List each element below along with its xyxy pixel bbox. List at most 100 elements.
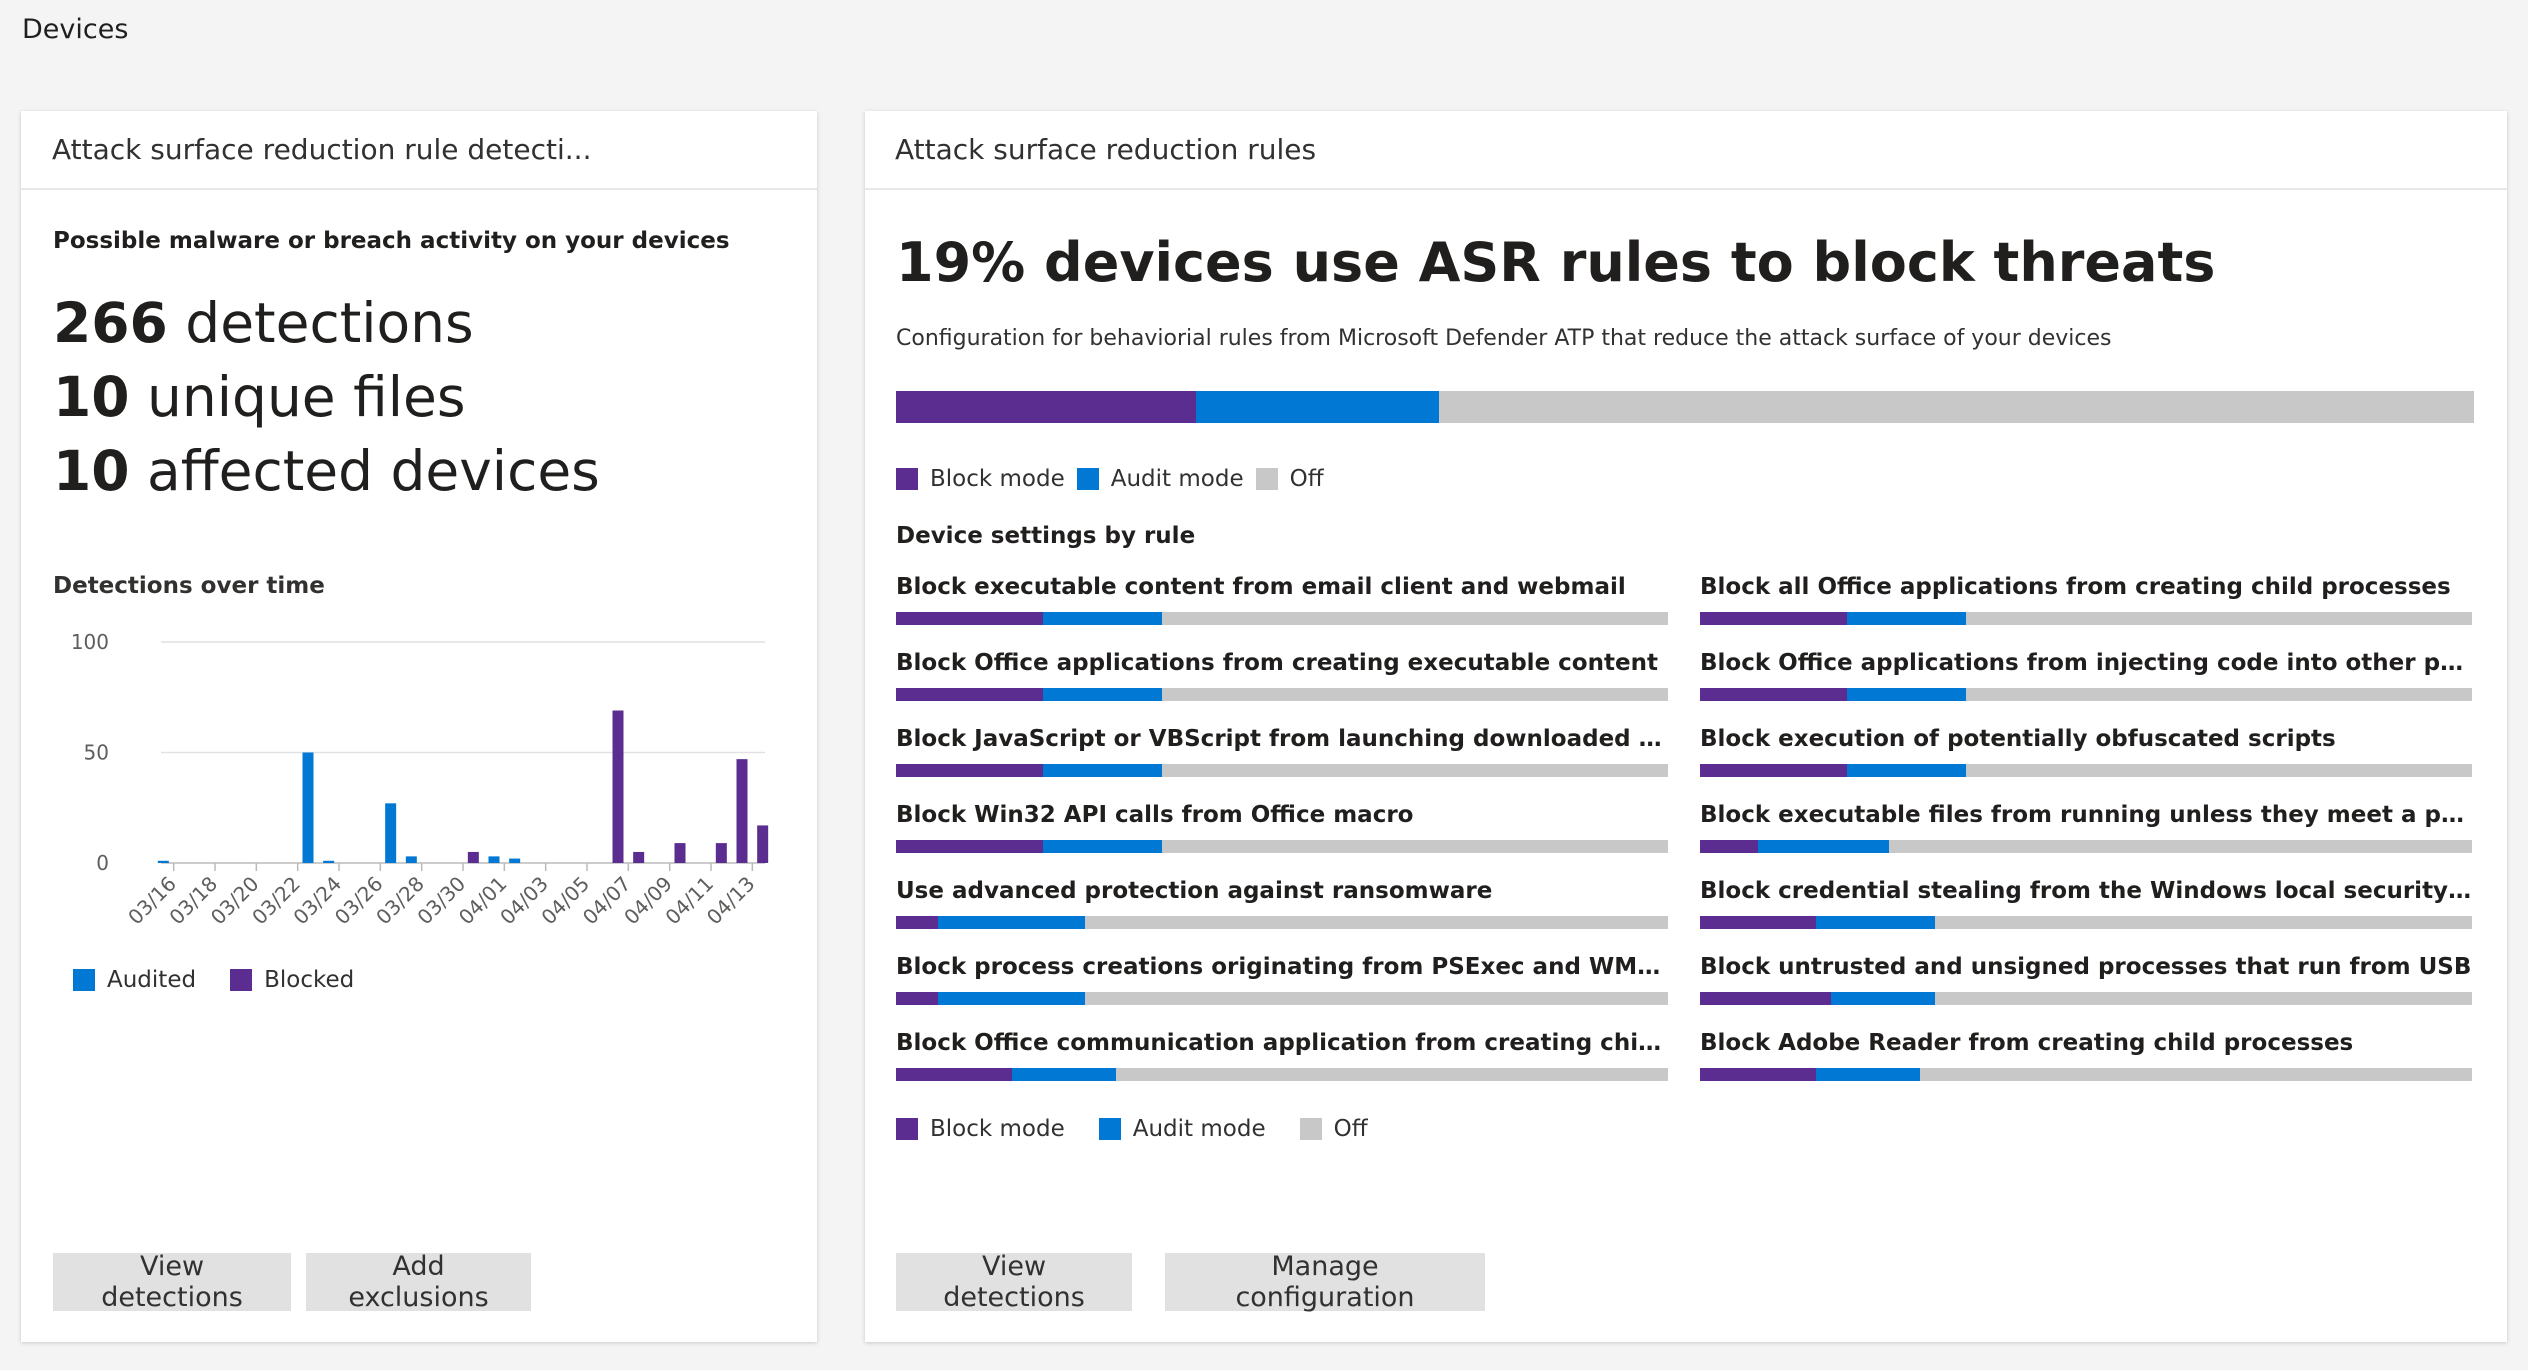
bar-segment-audit: [938, 992, 1086, 1005]
bar-audited: [157, 860, 169, 863]
rule-mode-bar: [896, 916, 1668, 929]
rule-mode-bar: [896, 764, 1668, 777]
rule-mode-bar: [1700, 916, 2472, 929]
legend-label: Off: [1289, 466, 1324, 492]
bar-segment-block: [896, 916, 939, 929]
bar-segment-audit: [1042, 688, 1163, 701]
x-tick-label: 04/13: [702, 872, 760, 930]
rule-label: Block Office communication application f…: [896, 1030, 1668, 1056]
bar-audited: [488, 856, 500, 863]
legend-swatch: [1076, 468, 1099, 490]
rule-item: Block Office applications from creating …: [896, 650, 1668, 701]
bar-segment-block: [896, 391, 1196, 423]
bar-segment-off: [1162, 840, 1668, 853]
rule-label: Block execution of potentially obfuscate…: [1700, 726, 2336, 752]
y-tick-label: 50: [84, 741, 109, 765]
rule-item: Block JavaScript or VBScript from launch…: [896, 726, 1668, 777]
asr-rules-card: Attack surface reduction rules 19% devic…: [865, 111, 2507, 1342]
bar-segment-audit: [1195, 391, 1439, 423]
rule-item: Block process creations originating from…: [896, 954, 1668, 1005]
mode-legend-bottom: Block mode Audit mode Off: [896, 1116, 1402, 1142]
bar-segment-off: [1438, 391, 2474, 423]
rule-mode-bar: [1700, 840, 2472, 853]
rule-mode-bar: [1700, 612, 2472, 625]
bar-segment-block: [1700, 764, 1847, 777]
stat-number: 266: [53, 291, 168, 355]
rule-item: Block Office applications from injecting…: [1700, 650, 2472, 701]
bar-segment-audit: [1846, 612, 1967, 625]
bar-segment-off: [1935, 992, 2472, 1005]
bar-segment-block: [896, 764, 1043, 777]
bar-segment-block: [896, 688, 1043, 701]
bar-segment-audit: [1011, 1068, 1117, 1081]
view-detections-button[interactable]: View detections: [896, 1251, 1132, 1313]
card-header: Attack surface reduction rule detecti...: [21, 111, 817, 190]
add-exclusions-button[interactable]: Add exclusions: [306, 1251, 531, 1313]
legend-swatch: [1299, 1118, 1322, 1140]
rule-mode-bar: [1700, 992, 2472, 1005]
stat-label: detections: [167, 291, 474, 355]
rule-mode-bar: [1700, 764, 2472, 777]
legend-label: Off: [1333, 1116, 1368, 1142]
legend-item-block: Block mode: [896, 466, 1065, 492]
rule-label: Block Adobe Reader from creating child p…: [1700, 1030, 2354, 1056]
legend-label: Blocked: [264, 967, 355, 993]
bar-audited: [385, 803, 397, 863]
legend-label: Audit mode: [1132, 1116, 1266, 1142]
rule-mode-bar: [896, 1068, 1668, 1081]
bar-audited: [405, 856, 417, 863]
bar-segment-audit: [1042, 840, 1163, 853]
bar-blocked: [715, 843, 727, 863]
legend-item-audit: Audit mode: [1098, 1116, 1266, 1142]
bar-segment-off: [1085, 916, 1668, 929]
rule-item: Block all Office applications from creat…: [1700, 574, 2472, 625]
stat-number: 10: [53, 365, 130, 429]
bar-audited: [302, 752, 314, 863]
bar-segment-off: [1889, 840, 2472, 853]
bar-segment-block: [1700, 1068, 1816, 1081]
bar-segment-block: [896, 840, 1043, 853]
bar-segment-audit: [1815, 1068, 1921, 1081]
asr-detections-card: Attack surface reduction rule detecti...…: [21, 111, 817, 1342]
mode-legend: Block mode Audit mode Off: [896, 466, 1358, 492]
asr-headline: 19% devices use ASR rules to block threa…: [896, 231, 2216, 294]
bar-segment-audit: [1831, 992, 1936, 1005]
y-tick-label: 100: [71, 630, 109, 654]
legend-swatch: [1098, 1118, 1121, 1140]
legend-item-audited: Audited: [73, 967, 196, 993]
rule-label: Block credential stealing from the Windo…: [1700, 878, 2472, 904]
rule-mode-bar: [896, 992, 1668, 1005]
rule-mode-bar: [896, 612, 1668, 625]
detections-subheading: Possible malware or breach activity on y…: [53, 228, 730, 254]
manage-configuration-button[interactable]: Manage configuration: [1165, 1251, 1485, 1313]
bar-blocked: [633, 851, 645, 863]
detections-chart: 05010003/1603/1803/2003/2203/2403/2603/2…: [71, 630, 769, 930]
legend-swatch: [1255, 468, 1278, 490]
rule-item: Block Adobe Reader from creating child p…: [1700, 1030, 2472, 1081]
rule-label: Block JavaScript or VBScript from launch…: [896, 726, 1668, 752]
rule-label: Block executable content from email clie…: [896, 574, 1626, 600]
rule-item: Block credential stealing from the Windo…: [1700, 878, 2472, 929]
rule-mode-bar: [1700, 688, 2472, 701]
bar-segment-off: [1116, 1068, 1668, 1081]
bar-audited: [509, 858, 521, 863]
bar-segment-block: [1700, 688, 1847, 701]
bar-segment-off: [1935, 916, 2472, 929]
bar-segment-off: [1966, 688, 2472, 701]
bar-segment-block: [1700, 612, 1847, 625]
rule-label: Block Office applications from injecting…: [1700, 650, 2472, 676]
bar-blocked: [612, 710, 624, 863]
bar-segment-block: [896, 612, 1043, 625]
bar-blocked: [467, 851, 479, 863]
stat-unique-files: 10 unique files: [53, 370, 466, 425]
card-header: Attack surface reduction rules: [865, 111, 2507, 190]
bar-blocked: [674, 843, 686, 863]
bar-segment-audit: [1042, 764, 1163, 777]
bar-segment-audit: [1757, 840, 1890, 853]
view-detections-button[interactable]: View detections: [53, 1251, 291, 1313]
bar-segment-off: [1162, 764, 1668, 777]
legend-item-block: Block mode: [896, 1116, 1065, 1142]
rule-item: Block Office communication application f…: [896, 1030, 1668, 1081]
legend-swatch: [230, 969, 253, 991]
y-tick-label: 0: [96, 851, 109, 875]
